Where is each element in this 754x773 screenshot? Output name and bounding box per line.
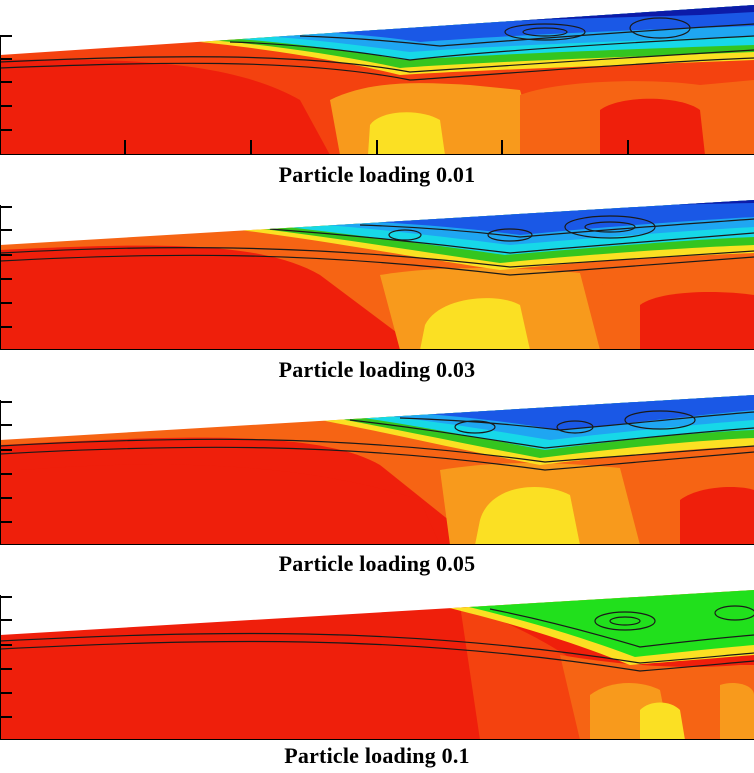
contour-panel-2 [0,195,754,350]
contour-plot-3 [0,395,754,545]
panel-2-caption: Particle loading 0.03 [278,357,476,382]
contour-panel-3 [0,390,754,545]
contour-plot-1 [0,5,754,155]
streamlines-4 [0,605,754,672]
streamlines-3 [0,410,754,471]
streamlines-1 [0,17,754,81]
contour-plot-2 [0,200,754,350]
panel-4-caption: Particle loading 0.1 [284,743,470,768]
axis-ticks-4 [0,595,754,740]
axis-ticks-2 [0,205,754,350]
streamlines-2 [0,215,754,276]
axis-ticks-3 [0,400,754,545]
contour-panel-4 [0,585,754,740]
panel-1-caption: Particle loading 0.01 [278,162,476,187]
contour-plot-4 [0,590,754,740]
contour-panel-1 [0,0,754,155]
axis-ticks-1 [0,35,754,155]
panel-3-caption: Particle loading 0.05 [278,551,476,576]
